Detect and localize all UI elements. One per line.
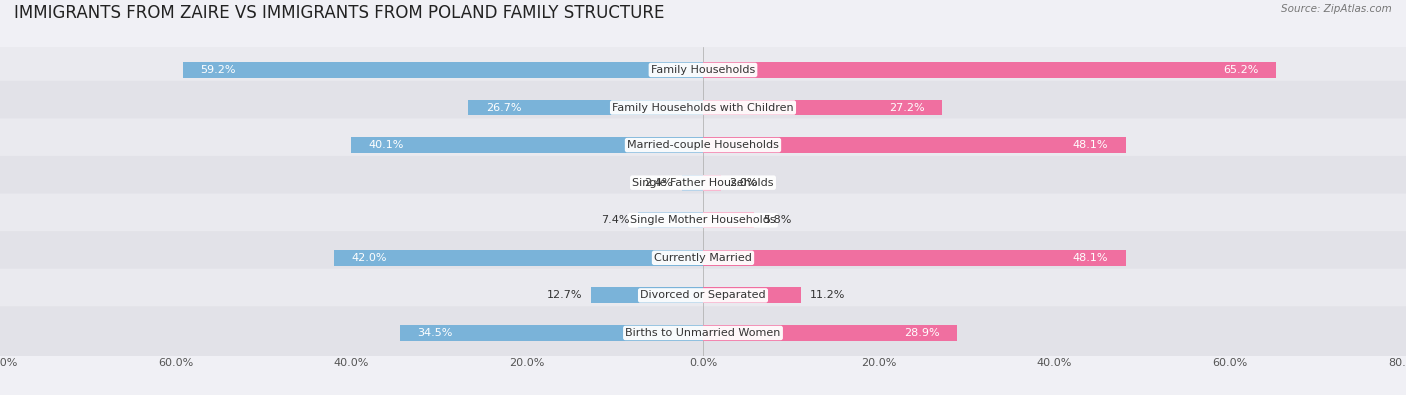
Text: 48.1%: 48.1% bbox=[1073, 253, 1108, 263]
FancyBboxPatch shape bbox=[0, 269, 1406, 322]
Bar bbox=[183, 62, 703, 78]
Text: 2.4%: 2.4% bbox=[644, 178, 673, 188]
Text: 59.2%: 59.2% bbox=[201, 65, 236, 75]
Bar bbox=[592, 288, 703, 303]
Text: 26.7%: 26.7% bbox=[486, 103, 522, 113]
Bar bbox=[703, 175, 721, 190]
Text: Source: ZipAtlas.com: Source: ZipAtlas.com bbox=[1281, 4, 1392, 14]
FancyBboxPatch shape bbox=[0, 306, 1406, 359]
Text: 34.5%: 34.5% bbox=[418, 328, 453, 338]
Bar bbox=[703, 250, 1126, 266]
Text: Family Households with Children: Family Households with Children bbox=[612, 103, 794, 113]
Text: Single Mother Households: Single Mother Households bbox=[630, 215, 776, 225]
Text: IMMIGRANTS FROM ZAIRE VS IMMIGRANTS FROM POLAND FAMILY STRUCTURE: IMMIGRANTS FROM ZAIRE VS IMMIGRANTS FROM… bbox=[14, 4, 665, 22]
Text: 48.1%: 48.1% bbox=[1073, 140, 1108, 150]
Text: 11.2%: 11.2% bbox=[810, 290, 845, 300]
Text: 28.9%: 28.9% bbox=[904, 328, 939, 338]
Text: Single Father Households: Single Father Households bbox=[633, 178, 773, 188]
Text: 42.0%: 42.0% bbox=[352, 253, 387, 263]
Bar bbox=[682, 175, 703, 190]
Text: 5.8%: 5.8% bbox=[762, 215, 792, 225]
Bar bbox=[335, 250, 703, 266]
Text: Divorced or Separated: Divorced or Separated bbox=[640, 290, 766, 300]
Bar bbox=[703, 213, 754, 228]
Legend: Immigrants from Zaire, Immigrants from Poland: Immigrants from Zaire, Immigrants from P… bbox=[522, 394, 884, 395]
Text: Married-couple Households: Married-couple Households bbox=[627, 140, 779, 150]
Text: 40.1%: 40.1% bbox=[368, 140, 404, 150]
Bar bbox=[703, 100, 942, 115]
Text: Currently Married: Currently Married bbox=[654, 253, 752, 263]
Text: 65.2%: 65.2% bbox=[1223, 65, 1258, 75]
Bar bbox=[399, 325, 703, 341]
Bar bbox=[468, 100, 703, 115]
Bar bbox=[638, 213, 703, 228]
Bar bbox=[703, 137, 1126, 153]
FancyBboxPatch shape bbox=[0, 118, 1406, 172]
FancyBboxPatch shape bbox=[0, 81, 1406, 134]
Text: 7.4%: 7.4% bbox=[600, 215, 630, 225]
FancyBboxPatch shape bbox=[0, 194, 1406, 247]
FancyBboxPatch shape bbox=[0, 231, 1406, 284]
FancyBboxPatch shape bbox=[0, 156, 1406, 209]
Bar bbox=[350, 137, 703, 153]
Bar bbox=[703, 325, 957, 341]
Text: Family Households: Family Households bbox=[651, 65, 755, 75]
FancyBboxPatch shape bbox=[0, 43, 1406, 97]
Text: 27.2%: 27.2% bbox=[889, 103, 925, 113]
Bar bbox=[703, 62, 1277, 78]
Text: 12.7%: 12.7% bbox=[547, 290, 582, 300]
Bar bbox=[703, 288, 801, 303]
Text: Births to Unmarried Women: Births to Unmarried Women bbox=[626, 328, 780, 338]
Text: 2.0%: 2.0% bbox=[730, 178, 758, 188]
